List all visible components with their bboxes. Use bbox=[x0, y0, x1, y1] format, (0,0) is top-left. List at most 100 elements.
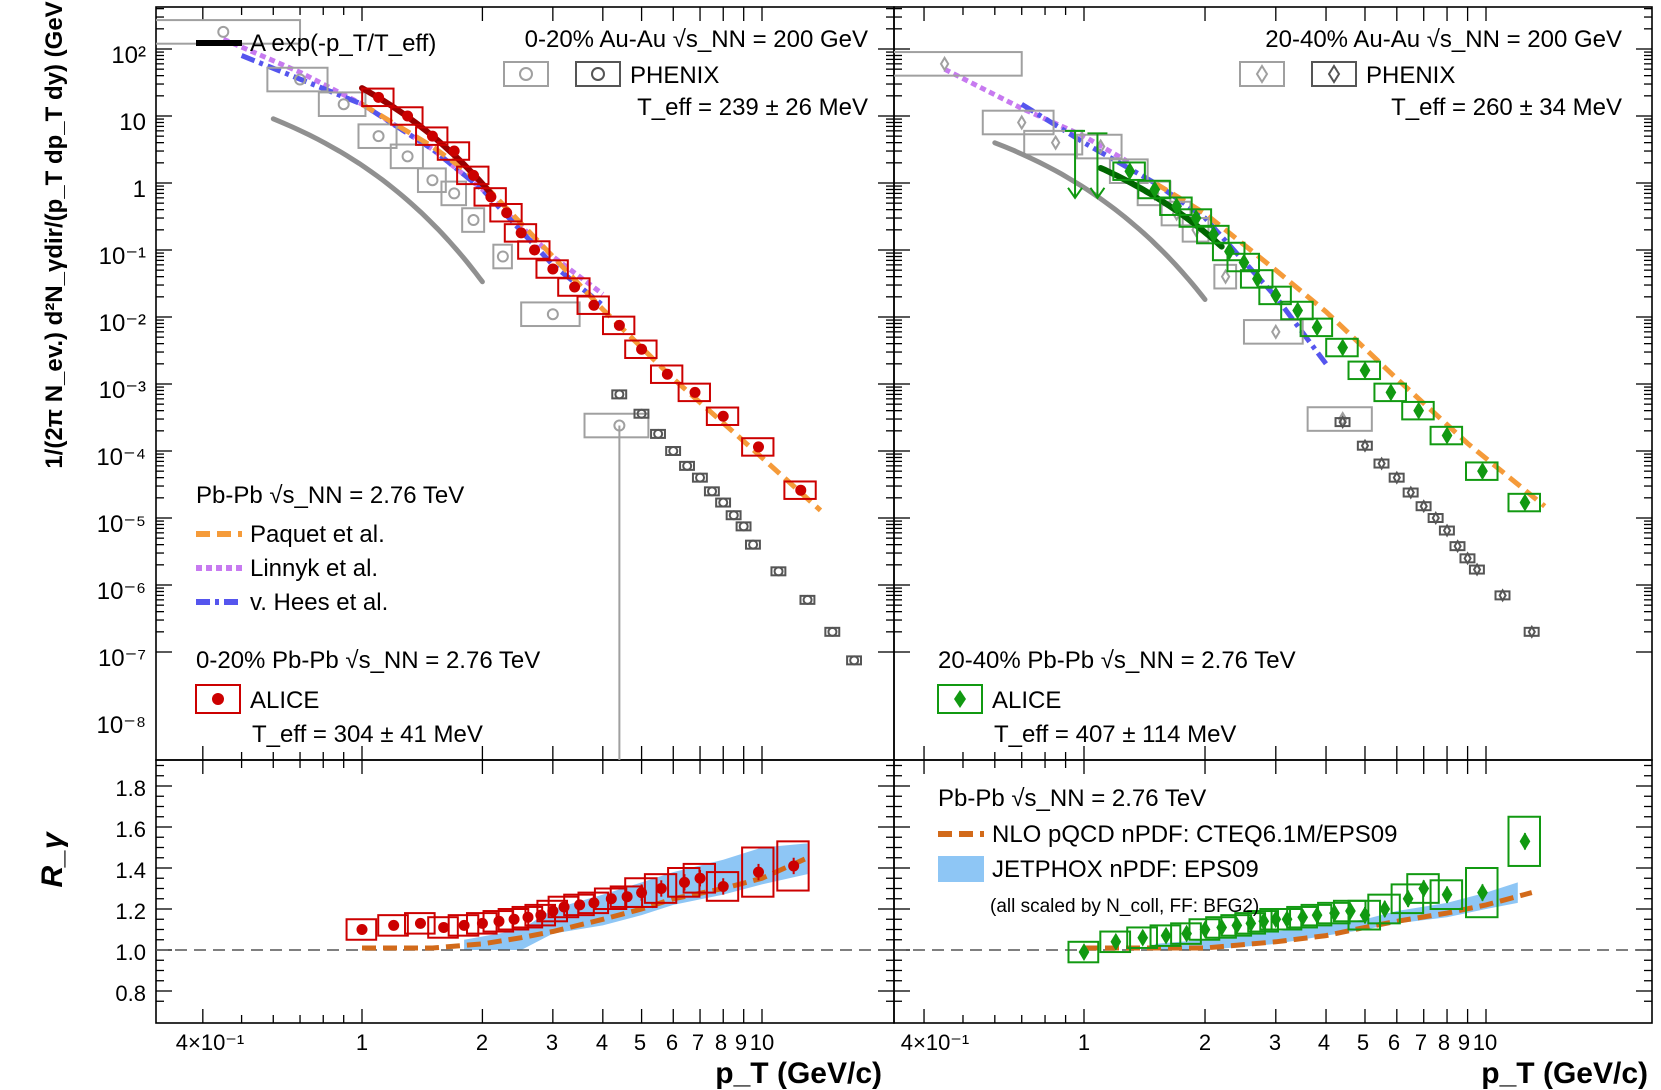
y-tick-label: 10⁻⁸ bbox=[97, 712, 147, 739]
alice-sys-box bbox=[1137, 179, 1171, 200]
alice-sys-box bbox=[1507, 492, 1542, 513]
jetphox-band bbox=[464, 843, 808, 950]
phenix-dark-box bbox=[1415, 501, 1432, 512]
y-tick-label: 10⁻⁷ bbox=[98, 645, 146, 672]
phenix-dark-marker bbox=[1311, 61, 1357, 87]
y-tick-label: 1.0 bbox=[115, 940, 146, 965]
phenix-sys-box bbox=[894, 51, 1023, 77]
phenix-point bbox=[467, 214, 480, 227]
plot-frames bbox=[155, 6, 1653, 1024]
phenix-sys-box bbox=[1306, 406, 1373, 432]
alice-point bbox=[1270, 286, 1282, 305]
paquet-label: Paquet et al. bbox=[250, 521, 385, 548]
phenix-dark-marker bbox=[575, 61, 621, 87]
alice-sys-box bbox=[776, 840, 810, 892]
phenix-dark-point bbox=[636, 408, 647, 419]
alice-right-marker-box bbox=[937, 684, 983, 714]
alice-point bbox=[356, 924, 368, 935]
alice-cent-left: 0-20% Pb-Pb √s_NN = 2.76 TeV bbox=[196, 647, 540, 674]
alice-point bbox=[613, 319, 625, 331]
alice-sys-box bbox=[404, 912, 436, 935]
y-tick-label: 10² bbox=[111, 42, 146, 69]
y-tick-label: 10⁻² bbox=[99, 310, 146, 337]
alice-point bbox=[694, 872, 706, 884]
phenix-dark-point bbox=[653, 428, 664, 439]
alice-sys-box bbox=[783, 480, 817, 500]
upper-limit-head bbox=[1089, 187, 1106, 200]
alice-point bbox=[547, 263, 559, 275]
phenix-dark-box bbox=[1373, 458, 1390, 469]
jetphox-legend-swatch bbox=[938, 856, 984, 882]
alice-sys-box bbox=[1159, 196, 1193, 216]
phenix-light-diamond bbox=[1255, 64, 1269, 84]
x-tick-label: 8 bbox=[1438, 1030, 1450, 1055]
phenix-sys-box bbox=[357, 123, 398, 149]
y-tick-label: 10⁻⁶ bbox=[97, 578, 146, 605]
pbpb-label-bottom: Pb-Pb √s_NN = 2.76 TeV bbox=[938, 785, 1206, 812]
phenix-light-circle bbox=[519, 67, 533, 81]
phenix-point bbox=[401, 150, 414, 163]
alice-fit-curve bbox=[1097, 165, 1225, 250]
phenix-dark-point bbox=[707, 486, 718, 497]
phenix-dark-point bbox=[849, 655, 860, 666]
x-axis-title-left: p_T (GeV/c) bbox=[715, 1057, 882, 1090]
x-tick-label: 2 bbox=[1199, 1030, 1211, 1055]
alice-sys-box bbox=[390, 106, 424, 126]
phenix-light-marker bbox=[1239, 61, 1285, 87]
panel-bottom-right bbox=[894, 815, 1652, 964]
y-tick-label: 10⁻³ bbox=[99, 377, 146, 404]
phenix-sys-box bbox=[416, 167, 447, 194]
alice-sys-box bbox=[1099, 930, 1132, 954]
alice-sys-box bbox=[741, 846, 775, 898]
alice-sys-box bbox=[1299, 317, 1334, 338]
phenix-point bbox=[448, 187, 461, 200]
alice-sys-box bbox=[1347, 360, 1382, 381]
x-tick-labels-right: 4×10⁻¹ 1 2 3 4 5 6 7 8 9 10 bbox=[901, 1030, 1497, 1055]
phenix-dark-point bbox=[614, 389, 625, 400]
phenix-dark-diamond bbox=[1327, 64, 1341, 84]
panel-bottom-left bbox=[156, 840, 894, 951]
alice-sys-box bbox=[535, 259, 569, 279]
alice-sys-box bbox=[1239, 269, 1274, 289]
alice-sys-box bbox=[1347, 899, 1382, 931]
alice-point bbox=[1199, 920, 1211, 939]
x-tick-label: 9 bbox=[1458, 1030, 1470, 1055]
phenix-dark-point bbox=[1498, 588, 1507, 603]
alice-point bbox=[529, 244, 541, 256]
y-tick-label: 10⁻¹ bbox=[99, 243, 146, 270]
alice-point bbox=[402, 110, 414, 122]
phenix-dark-point bbox=[1442, 523, 1452, 538]
alice-sys-box bbox=[1429, 879, 1464, 910]
alice-sys-box bbox=[643, 873, 678, 904]
x-tick-label: 10 bbox=[1473, 1030, 1497, 1055]
x-tick-label: 1 bbox=[356, 1030, 368, 1055]
phenix-dark-point bbox=[1431, 511, 1440, 525]
axis-ticks bbox=[156, 7, 1652, 1023]
alice-sys-box bbox=[1170, 922, 1202, 945]
alice-sys-box bbox=[576, 295, 610, 315]
phenix-sys-box bbox=[389, 143, 424, 170]
alice-sys-box bbox=[1226, 252, 1261, 273]
nlo-curve bbox=[362, 855, 809, 951]
phenix-point bbox=[1220, 268, 1231, 285]
y-tick-label: 1.6 bbox=[115, 817, 146, 842]
alice-sys-box bbox=[1067, 940, 1100, 964]
phenix-point bbox=[939, 55, 950, 72]
pbpb-label: Pb-Pb √s_NN = 2.76 TeV bbox=[196, 482, 464, 509]
alice-point bbox=[1124, 162, 1136, 181]
alice-point bbox=[661, 368, 673, 380]
x-tick-label: 6 bbox=[1388, 1030, 1400, 1055]
phenix-sys-box bbox=[1023, 129, 1084, 156]
alice-left-marker-dot bbox=[212, 693, 224, 705]
alice-sys-box bbox=[361, 87, 395, 108]
phenix-point bbox=[1271, 323, 1281, 340]
alice-point bbox=[795, 484, 807, 496]
alice-sys-box bbox=[705, 871, 740, 902]
x-tick-label: 4×10⁻¹ bbox=[176, 1030, 245, 1055]
alice-sys-box bbox=[1406, 873, 1440, 904]
y-tick-label: 1.2 bbox=[115, 899, 146, 924]
alice-point bbox=[438, 921, 450, 933]
y-tick-label: 10⁻⁵ bbox=[97, 511, 146, 538]
alice-sys-box bbox=[1465, 867, 1499, 919]
alice-point bbox=[1297, 908, 1309, 927]
